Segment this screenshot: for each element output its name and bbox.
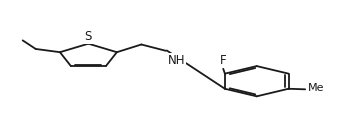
Text: S: S	[85, 30, 92, 43]
Text: NH: NH	[168, 54, 185, 67]
Text: Me: Me	[308, 83, 324, 93]
Text: F: F	[220, 54, 226, 67]
